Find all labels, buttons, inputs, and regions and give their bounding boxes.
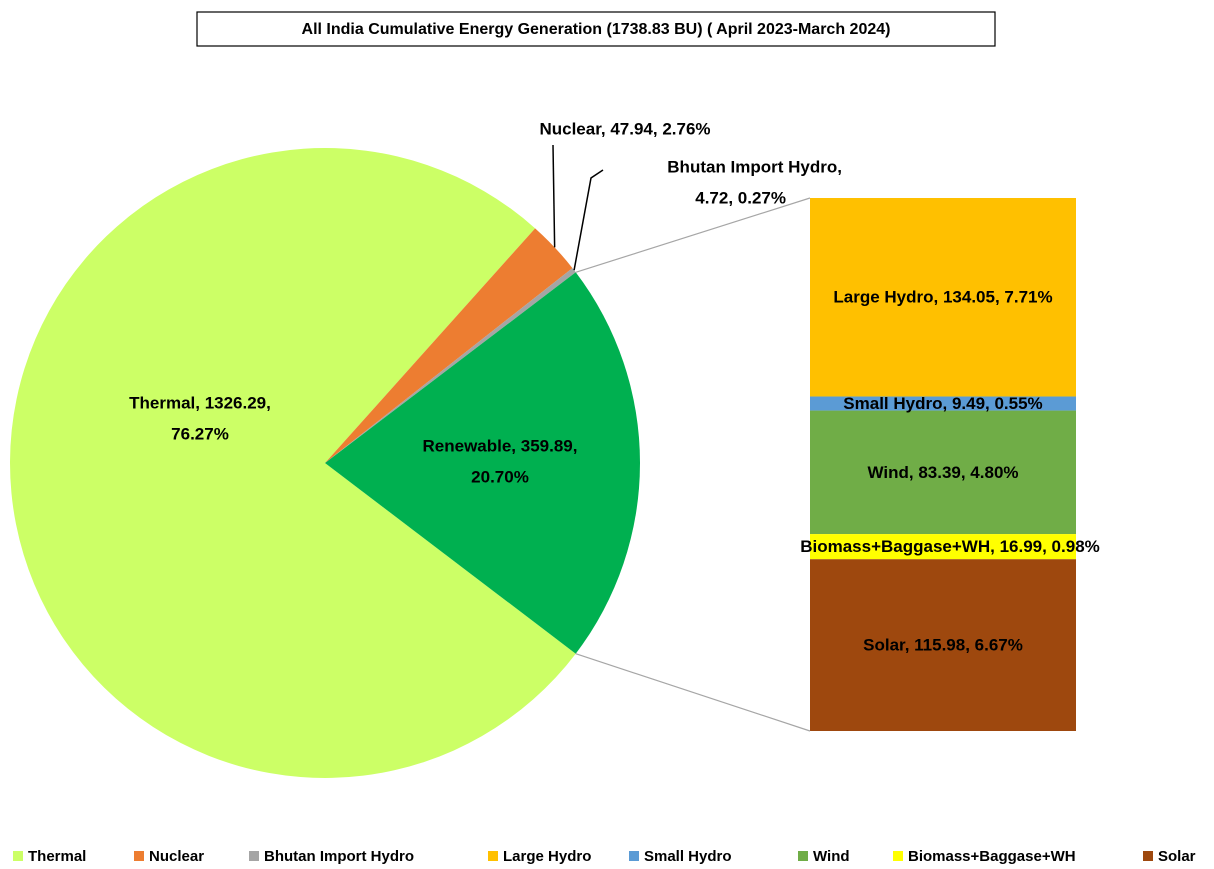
title-box bbox=[196, 11, 996, 47]
legend-label: Biomass+Baggase+WH bbox=[908, 848, 1076, 865]
legend-swatch bbox=[1143, 851, 1153, 861]
legend-swatch bbox=[13, 851, 23, 861]
bar-segment bbox=[810, 410, 1076, 535]
legend-label: Bhutan Import Hydro bbox=[264, 848, 414, 865]
data-label: 4.72, 0.27% bbox=[695, 188, 786, 207]
data-label: Biomass+Baggase+WH, 16.99, 0.98% bbox=[800, 537, 1100, 556]
legend-label: Small Hydro bbox=[644, 848, 732, 865]
connector-line bbox=[575, 197, 811, 273]
legend-swatch bbox=[249, 851, 259, 861]
data-label: Small Hydro, 9.49, 0.55% bbox=[843, 394, 1042, 413]
legend-label: Thermal bbox=[28, 848, 86, 865]
bar-segment bbox=[810, 559, 1076, 731]
data-label: 20.70% bbox=[471, 467, 529, 486]
data-label: Large Hydro, 134.05, 7.71% bbox=[833, 288, 1052, 307]
legend-label: Nuclear bbox=[149, 848, 204, 865]
legend-label: Wind bbox=[813, 848, 850, 865]
data-label: 76.27% bbox=[171, 424, 229, 443]
data-label: Wind, 83.39, 4.80% bbox=[867, 463, 1018, 482]
bar-segment bbox=[810, 534, 1076, 560]
data-label: Solar, 115.98, 6.67% bbox=[863, 636, 1023, 655]
bar-segment bbox=[810, 396, 1076, 411]
pie-slice bbox=[10, 148, 576, 779]
data-label: Bhutan Import Hydro, bbox=[667, 157, 842, 176]
bar-segment bbox=[810, 198, 1076, 397]
legend-label: Large Hydro bbox=[503, 848, 591, 865]
legend-swatch bbox=[629, 851, 639, 861]
leader-line bbox=[552, 144, 556, 248]
legend-swatch bbox=[134, 851, 144, 861]
leader-line bbox=[573, 169, 604, 271]
legend-swatch bbox=[798, 851, 808, 861]
data-label: Renewable, 359.89, bbox=[423, 436, 578, 455]
pie-slice bbox=[325, 272, 640, 654]
data-label: Thermal, 1326.29, bbox=[129, 393, 271, 412]
connector-line bbox=[575, 653, 811, 732]
data-label: Nuclear, 47.94, 2.76% bbox=[539, 119, 710, 138]
legend-swatch bbox=[893, 851, 903, 861]
legend-label: Solar bbox=[1158, 848, 1196, 865]
pie-slice bbox=[325, 268, 576, 463]
pie-slice bbox=[325, 228, 573, 463]
chart-title: All India Cumulative Energy Generation (… bbox=[302, 21, 891, 38]
legend-swatch bbox=[488, 851, 498, 861]
